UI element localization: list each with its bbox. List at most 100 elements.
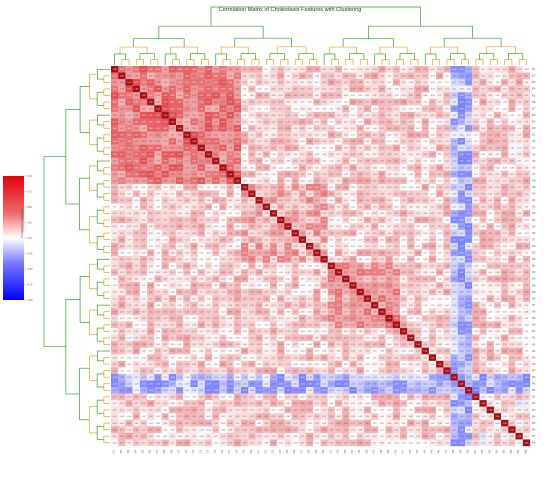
heatmap-cell	[125, 118, 133, 126]
cell-value-label: 0.50	[279, 193, 283, 195]
heatmap-cell	[414, 92, 422, 99]
cell-value-label: 0.17	[337, 246, 341, 248]
cell-value-label: 0.19	[373, 193, 377, 195]
cell-value-label: 0.38	[199, 174, 203, 176]
cell-value-label: -0.58	[452, 69, 456, 71]
heatmap-cell	[436, 72, 444, 80]
heatmap-cell	[378, 85, 386, 93]
heatmap-cell	[161, 85, 169, 93]
cell-value-label: 0.40	[192, 246, 196, 248]
cell-value-label: 0.13	[192, 200, 196, 202]
cell-value-label: 0.32	[431, 108, 435, 110]
cell-value-label: 0.03	[243, 161, 247, 163]
heatmap-cell	[212, 131, 220, 139]
heatmap-cell	[392, 85, 401, 93]
cell-value-label: 0.01	[402, 259, 406, 261]
cell-value-label: 0.27	[301, 95, 305, 97]
cell-value-label: 0.05	[423, 233, 427, 235]
cell-value-label: 0.03	[438, 298, 442, 300]
cell-value-label: -0.62	[452, 239, 456, 241]
heatmap-cell	[363, 98, 372, 106]
cell-value-label: -0.04	[344, 174, 348, 176]
cell-value-label: 0.26	[337, 174, 341, 176]
heatmap-cell	[414, 131, 422, 139]
cell-value-label: 0.02	[337, 141, 341, 143]
cell-value-label: 0.26	[510, 266, 514, 268]
cell-value-label: -0.00	[315, 108, 319, 110]
cell-value-label: 0.04	[373, 128, 377, 130]
cell-value-label: 0.39	[387, 292, 391, 294]
cell-value-label: 0.04	[293, 292, 297, 294]
cell-value-label: 0.39	[380, 252, 384, 254]
cell-value-label: 0.17	[402, 207, 406, 209]
heatmap-cell	[118, 85, 126, 93]
heatmap-cell	[204, 124, 213, 132]
cell-value-label: -0.40	[459, 318, 463, 320]
cell-value-label: 0.21	[156, 220, 160, 222]
cell-value-label: 0.35	[192, 115, 196, 117]
cell-value-label: 0.07	[438, 246, 442, 248]
heatmap-cell	[298, 98, 307, 106]
cell-value-label: 0.26	[127, 200, 131, 202]
cell-value-label: 0.28	[149, 318, 153, 320]
cell-value-label: 0.17	[395, 154, 399, 156]
cell-value-label: 0.14	[366, 233, 370, 235]
heatmap-cell	[508, 124, 516, 132]
cell-value-label: 0.03	[416, 318, 420, 320]
cell-value-label: 0.10	[517, 305, 521, 307]
cell-value-label: 0.17	[431, 266, 435, 268]
cell-value-label: 0.77	[142, 69, 146, 71]
cell-value-label: 0.34	[142, 226, 146, 228]
cell-value-label: 0.70	[221, 148, 225, 150]
cell-value-label: -0.59	[459, 324, 463, 326]
heatmap-cell	[306, 72, 314, 80]
heatmap-cell	[233, 111, 242, 119]
heatmap-cell	[399, 66, 408, 73]
cell-value-label: 0.44	[120, 82, 124, 84]
cell-value-label: 0.34	[264, 298, 268, 300]
cell-value-label: 0.34	[142, 128, 146, 130]
cell-value-label: 0.32	[402, 115, 406, 117]
cell-value-label: 0.17	[221, 324, 225, 326]
heatmap-cell	[443, 92, 451, 99]
cell-value-label: 1.00	[221, 167, 225, 169]
heatmap-cell	[277, 66, 285, 73]
cell-value-label: -0.01	[358, 95, 362, 97]
cell-value-label: 0.15	[221, 259, 225, 261]
cell-value-label: 0.25	[438, 108, 442, 110]
heatmap-cell	[291, 124, 299, 132]
cell-value-label: 0.20	[163, 292, 167, 294]
cell-value-label: 1.00	[149, 102, 153, 104]
cell-value-label: 0.26	[409, 167, 413, 169]
heatmap-cell	[363, 118, 372, 126]
cell-value-label: 0.08	[113, 233, 117, 235]
heatmap-cell	[457, 124, 466, 132]
cell-value-label: 0.18	[387, 95, 391, 97]
cell-value-label: 0.02	[503, 311, 507, 313]
cell-value-label: 0.17	[308, 220, 312, 222]
cell-value-label: 0.36	[337, 318, 341, 320]
cell-value-label: 0.34	[250, 226, 254, 228]
cell-value-label: 0.09	[293, 167, 297, 169]
cell-value-label: 0.14	[308, 134, 312, 136]
heatmap-cell	[515, 131, 523, 139]
cell-value-label: 0.26	[120, 285, 124, 287]
cell-value-label: 0.58	[366, 272, 370, 274]
heatmap-cell	[407, 138, 415, 145]
cell-value-label: 0.34	[257, 292, 261, 294]
cell-value-label: 0.56	[373, 318, 377, 320]
cell-value-label: 0.27	[481, 259, 485, 261]
cell-value-label: 0.25	[228, 239, 232, 241]
cell-value-label: 0.11	[373, 95, 377, 97]
cell-value-label: 0.35	[503, 154, 507, 156]
cell-value-label: 0.70	[156, 167, 160, 169]
heatmap-cell	[421, 79, 430, 86]
cell-value-label: 0.46	[236, 115, 240, 117]
cell-value-label: -0.02	[503, 102, 507, 104]
cell-value-label: 0.55	[373, 266, 377, 268]
heatmap-cell	[161, 66, 169, 73]
cell-value-label: -0.03	[221, 226, 225, 228]
cell-value-label: 0.27	[156, 311, 160, 313]
cell-value-label: 0.26	[250, 298, 254, 300]
cell-value-label: 0.25	[438, 128, 442, 130]
